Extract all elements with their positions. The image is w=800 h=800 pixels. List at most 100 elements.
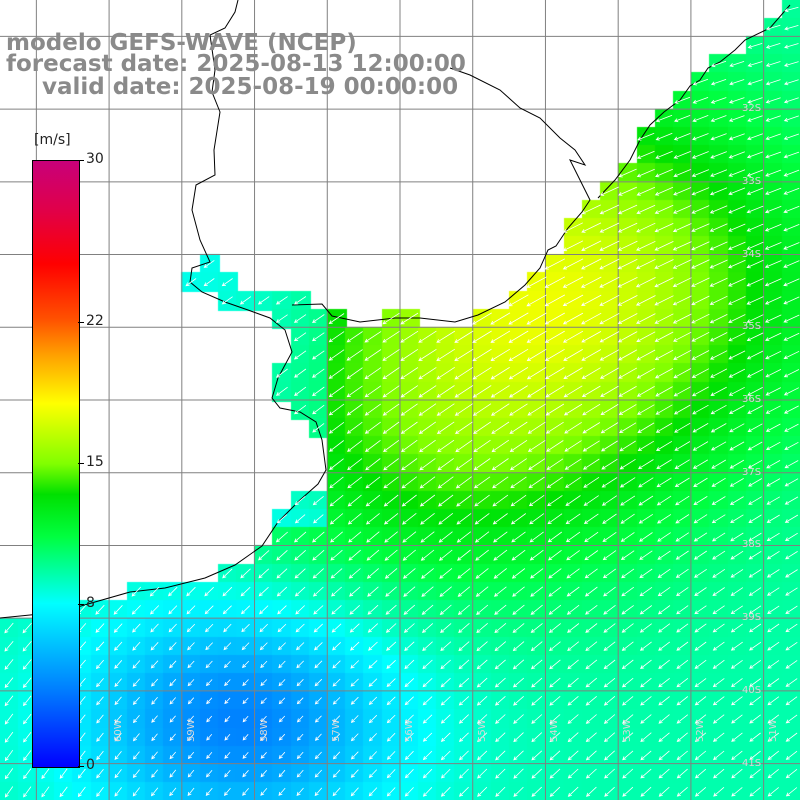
wind-arrow xyxy=(169,715,176,723)
wind-arrow xyxy=(549,714,561,724)
wind-arrow xyxy=(436,421,455,434)
wind-arrow xyxy=(241,623,250,633)
wind-arrow xyxy=(402,568,416,579)
wind-arrow xyxy=(658,623,671,633)
wind-arrow xyxy=(638,532,653,542)
wind-arrow xyxy=(676,641,689,651)
wind-arrow xyxy=(636,313,656,324)
wind-arrow xyxy=(783,187,800,195)
wind-arrow xyxy=(710,133,727,141)
wind-arrow xyxy=(328,313,345,324)
wind-arrow xyxy=(783,332,800,341)
wind-arrow xyxy=(581,258,602,270)
wind-arrow xyxy=(332,787,341,797)
wind-arrow xyxy=(440,659,451,670)
wind-arrow xyxy=(328,385,345,398)
wind-arrow xyxy=(510,513,527,525)
wind-arrow xyxy=(581,349,602,361)
wind-arrow xyxy=(584,531,599,543)
wind-arrow xyxy=(730,659,743,669)
wind-arrow xyxy=(603,586,616,597)
wind-arrow xyxy=(658,750,670,761)
colorbar-tick-label: 30 xyxy=(86,151,104,167)
wind-arrow xyxy=(674,115,691,123)
wind-arrow xyxy=(131,605,141,615)
wind-arrow xyxy=(132,623,141,633)
wind-arrow xyxy=(673,187,692,196)
wind-arrow xyxy=(673,169,692,178)
wind-arrow xyxy=(563,367,583,380)
wind-arrow xyxy=(240,568,251,579)
wind-arrow xyxy=(658,714,670,724)
wind-arrow xyxy=(493,586,507,597)
wind-arrow xyxy=(438,531,453,543)
wind-arrow xyxy=(436,330,456,343)
wind-arrow xyxy=(548,586,562,597)
wind-arrow xyxy=(657,586,671,597)
wind-arrow xyxy=(785,532,798,542)
wind-arrow xyxy=(349,586,361,597)
wind-arrow xyxy=(728,259,746,269)
wind-arrow xyxy=(549,786,561,797)
wind-arrow xyxy=(544,330,565,343)
wind-arrow xyxy=(383,439,400,452)
wind-arrow xyxy=(476,714,488,724)
longitude-label: 53W xyxy=(622,719,634,742)
wind-arrow xyxy=(495,768,506,779)
wind-arrow xyxy=(694,623,707,633)
wind-arrow xyxy=(636,168,655,178)
wind-arrow xyxy=(783,314,800,323)
wind-arrow xyxy=(655,386,673,397)
wind-arrow xyxy=(676,659,689,669)
wind-arrow xyxy=(526,348,547,362)
wind-arrow xyxy=(312,586,324,597)
wind-arrow xyxy=(294,514,306,524)
wind-arrow xyxy=(314,697,322,705)
wind-arrow xyxy=(259,642,268,651)
wind-arrow xyxy=(421,568,434,579)
wind-arrow xyxy=(617,240,638,251)
wind-arrow xyxy=(654,186,674,196)
wind-arrow xyxy=(731,678,743,688)
wind-arrow xyxy=(477,768,488,779)
wind-arrow xyxy=(366,531,380,543)
wind-arrow xyxy=(419,476,436,489)
wind-arrow xyxy=(694,568,707,578)
wind-arrow xyxy=(637,440,655,452)
wind-arrow xyxy=(454,366,474,380)
wind-arrow xyxy=(654,223,674,233)
colorbar-tick-label: 15 xyxy=(86,454,104,470)
wind-arrow xyxy=(364,367,382,380)
wind-arrow xyxy=(785,551,798,560)
wind-arrow xyxy=(278,787,286,796)
wind-arrow xyxy=(748,478,763,487)
wind-arrow xyxy=(187,679,195,687)
wind-arrow xyxy=(746,278,764,287)
wind-arrow xyxy=(712,696,725,706)
wind-arrow xyxy=(114,660,123,669)
wind-arrow xyxy=(672,241,692,251)
wind-arrow xyxy=(328,421,345,434)
wind-arrow xyxy=(96,750,104,761)
wind-arrow xyxy=(783,405,799,414)
wind-arrow xyxy=(224,679,231,687)
wind-arrow xyxy=(728,115,745,122)
wind-arrow xyxy=(205,642,213,651)
wind-arrow xyxy=(729,79,745,86)
wind-arrow xyxy=(785,641,798,651)
wind-arrow xyxy=(367,586,379,597)
wind-arrow xyxy=(420,531,435,543)
colorbar-tick-mark xyxy=(78,463,84,464)
wind-arrow xyxy=(709,241,728,251)
wind-arrow xyxy=(730,532,744,542)
wind-arrow xyxy=(617,204,638,215)
wind-arrow xyxy=(565,513,581,525)
wind-arrow xyxy=(728,405,745,414)
wind-arrow xyxy=(618,404,637,415)
wind-arrow xyxy=(731,750,743,761)
wind-arrow xyxy=(600,422,619,434)
wind-arrow xyxy=(546,476,563,488)
colorbar-tick-mark xyxy=(78,604,84,606)
wind-arrow xyxy=(258,550,270,561)
wind-arrow xyxy=(401,476,418,489)
